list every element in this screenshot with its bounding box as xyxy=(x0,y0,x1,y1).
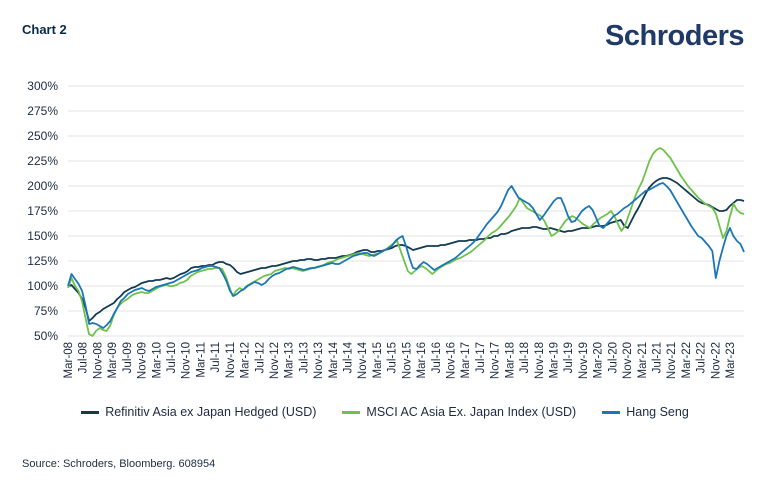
x-tick-label: Mar-18 xyxy=(504,342,516,378)
y-tick-label: 250% xyxy=(27,129,58,143)
x-tick-label: Jul-13 xyxy=(298,342,310,373)
legend-swatch-refinitiv xyxy=(81,410,100,414)
y-axis-ticks: 50% 75% 100% 125% 150% 175% 200% 225% 250% 275% 30… xyxy=(27,79,58,343)
x-tick-label: Nov-22 xyxy=(710,342,722,379)
x-tick-label: Nov-10 xyxy=(181,342,193,379)
x-tick-label: Nov-13 xyxy=(313,342,325,379)
brand-logo: Schroders xyxy=(605,20,744,52)
x-tick-label: Mar-13 xyxy=(284,342,296,378)
legend-swatch-hang-seng xyxy=(602,410,621,414)
legend-item-refinitiv: Refinitiv Asia ex Japan Hedged (USD) xyxy=(81,405,316,419)
x-tick-label: Nov-14 xyxy=(357,341,369,379)
legend-label-hang-seng: Hang Seng xyxy=(626,405,689,419)
chart-label: Chart 2 xyxy=(22,22,67,37)
legend-label-refinitiv: Refinitiv Asia ex Japan Hedged (USD) xyxy=(105,405,317,419)
y-tick-label: 75% xyxy=(34,304,58,318)
x-tick-label: Jul-18 xyxy=(519,342,531,373)
legend-label-msci: MSCI AC Asia Ex. Japan Index (USD) xyxy=(366,405,577,419)
x-tick-label: Nov-19 xyxy=(578,342,590,379)
x-tick-label: Mar-08 xyxy=(63,342,75,378)
x-tick-label: Mar-09 xyxy=(107,342,119,378)
x-tick-label: Jul-16 xyxy=(431,342,443,373)
y-tick-label: 100% xyxy=(27,279,58,293)
y-tick-label: 200% xyxy=(27,179,58,193)
x-tick-label: Nov-15 xyxy=(401,342,413,379)
x-tick-label: Jul-08 xyxy=(78,342,90,373)
x-tick-label: Nov-20 xyxy=(622,342,634,379)
x-tick-label: Mar-10 xyxy=(151,342,163,378)
x-tick-label: Nov-17 xyxy=(490,342,502,379)
x-tick-label: Mar-17 xyxy=(460,342,472,378)
x-tick-label: Mar-21 xyxy=(637,342,649,378)
y-tick-label: 50% xyxy=(34,329,58,343)
x-tick-label: Nov-08 xyxy=(92,342,104,379)
y-tick-label: 125% xyxy=(27,254,58,268)
x-tick-label: Jul-20 xyxy=(607,342,619,373)
series-line-2 xyxy=(67,182,745,329)
x-tick-label: Jul-17 xyxy=(475,342,487,373)
x-tick-label: Nov-21 xyxy=(666,342,678,379)
gridlines xyxy=(68,85,744,337)
x-tick-label: Mar-12 xyxy=(240,342,252,378)
legend: Refinitiv Asia ex Japan Hedged (USD) MSC… xyxy=(0,405,770,419)
x-tick-label: Nov-18 xyxy=(534,342,546,379)
x-tick-label: Mar-23 xyxy=(725,342,737,378)
x-tick-label: Jul-21 xyxy=(651,342,663,373)
y-tick-label: 150% xyxy=(27,229,58,243)
x-tick-label: Jul-10 xyxy=(166,342,178,373)
x-tick-label: Mar-19 xyxy=(548,342,560,378)
x-tick-label: Mar-11 xyxy=(195,342,207,378)
y-tick-label: 300% xyxy=(27,79,58,93)
x-axis-ticks: Mar-08 Jul-08 Nov-08 Mar-09 Jul-09 Nov-09 Mar-… xyxy=(63,341,737,379)
x-tick-label: Nov-16 xyxy=(446,342,458,379)
legend-item-msci: MSCI AC Asia Ex. Japan Index (USD) xyxy=(342,405,576,419)
x-tick-label: Jul-19 xyxy=(563,342,575,373)
x-tick-label: Jul-09 xyxy=(122,342,134,373)
x-tick-label: Mar-22 xyxy=(681,342,693,378)
x-tick-label: Jul-11 xyxy=(210,342,222,372)
x-tick-label: Mar-14 xyxy=(328,341,340,378)
x-tick-label: Jul-14 xyxy=(343,341,355,373)
x-tick-label: Mar-20 xyxy=(593,342,605,378)
legend-item-hang-seng: Hang Seng xyxy=(602,405,689,419)
legend-swatch-msci xyxy=(342,410,361,414)
x-tick-label: Nov-09 xyxy=(137,342,149,379)
x-tick-label: Jul-22 xyxy=(696,342,708,373)
y-tick-label: 175% xyxy=(27,204,58,218)
y-tick-label: 225% xyxy=(27,154,58,168)
x-tick-label: Mar-16 xyxy=(416,342,428,378)
x-tick-label: Nov-11 xyxy=(225,342,237,378)
series-line-0 xyxy=(67,177,745,322)
x-tick-label: Nov-12 xyxy=(269,342,281,379)
series-line-1 xyxy=(67,147,745,337)
x-tick-label: Jul-15 xyxy=(387,342,399,373)
y-tick-label: 275% xyxy=(27,104,58,118)
x-tick-label: Mar-15 xyxy=(372,342,384,378)
series-lines xyxy=(67,147,745,337)
source-note: Source: Schroders, Bloomberg. 608954 xyxy=(22,458,216,470)
x-tick-label: Jul-12 xyxy=(254,342,266,373)
